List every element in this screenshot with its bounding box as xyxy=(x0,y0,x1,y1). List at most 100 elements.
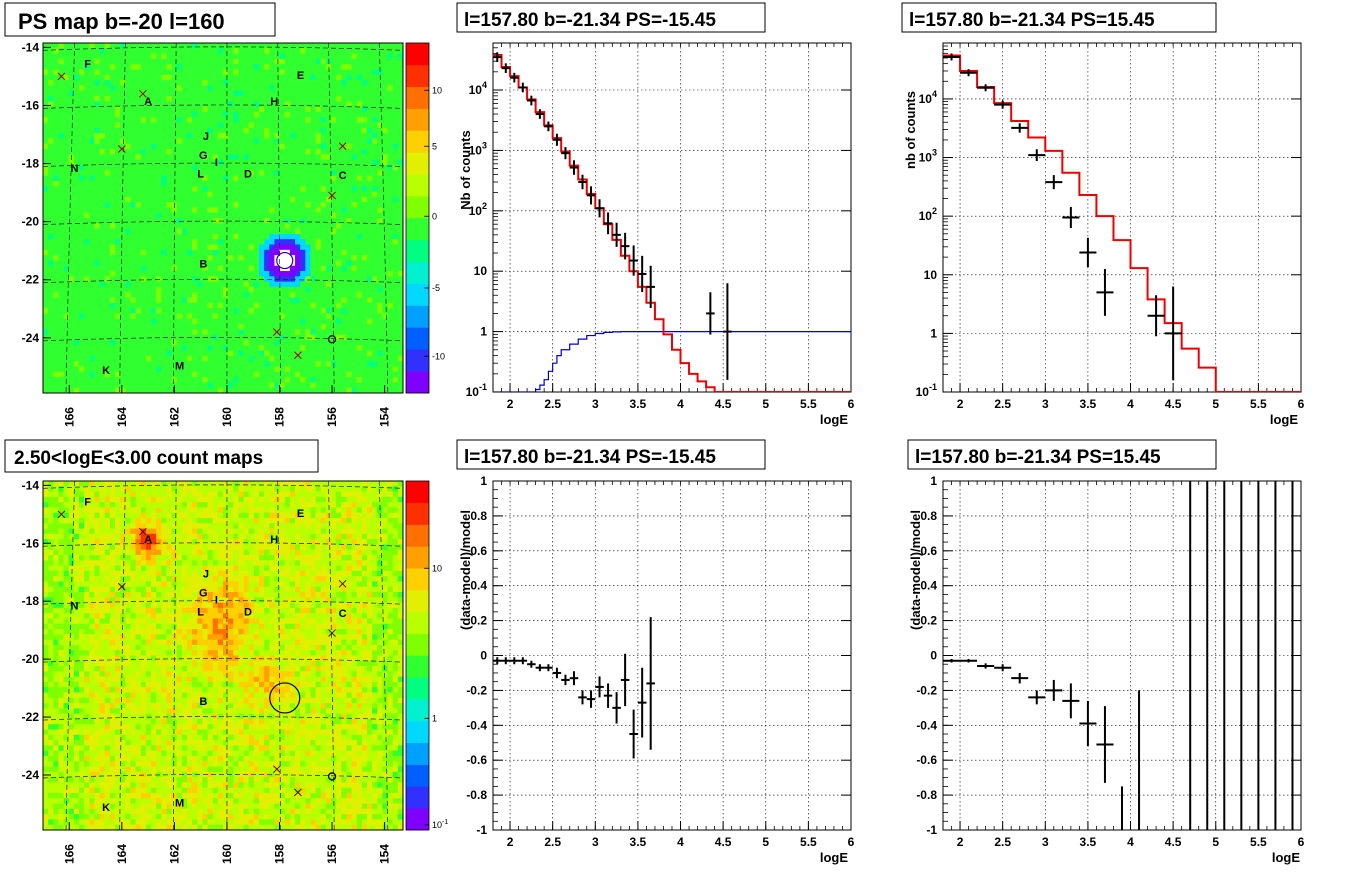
map-cell xyxy=(197,149,203,155)
map-cell xyxy=(315,159,322,166)
map-cell xyxy=(397,361,404,367)
map-cell xyxy=(336,186,342,192)
map-cell xyxy=(243,175,250,182)
map-cell xyxy=(310,361,316,367)
map-cell xyxy=(84,127,90,134)
map-cell xyxy=(228,345,234,351)
map-cell xyxy=(89,255,95,261)
map-cell xyxy=(248,133,255,139)
map-cell xyxy=(145,85,152,92)
map-cell xyxy=(58,260,64,267)
map-cell xyxy=(94,149,100,155)
map-cell xyxy=(53,292,59,298)
map-cell xyxy=(212,127,219,134)
map-cell xyxy=(264,345,270,351)
map-cell xyxy=(84,366,90,373)
map-cell xyxy=(367,186,373,192)
map-cell xyxy=(233,186,239,192)
map-cell xyxy=(99,276,106,283)
map-cell xyxy=(68,85,75,92)
colorbar-band xyxy=(406,239,429,263)
map-cell xyxy=(243,138,250,145)
map-cell xyxy=(212,308,219,314)
map-cell xyxy=(223,122,229,129)
map-cell xyxy=(259,154,265,161)
map-cell xyxy=(295,127,301,134)
map-cell xyxy=(79,170,85,176)
map-cell xyxy=(125,249,131,256)
map-cell xyxy=(181,122,188,129)
map-cell xyxy=(387,345,394,351)
map-cell xyxy=(238,53,244,60)
map-cell xyxy=(233,244,239,251)
map-cell xyxy=(63,350,70,357)
map-cell xyxy=(73,101,80,108)
map-cell xyxy=(84,101,90,108)
map-cell xyxy=(84,265,90,272)
map-cell xyxy=(336,366,342,373)
map-cell xyxy=(361,143,368,150)
map-cell xyxy=(382,74,388,81)
map-cell xyxy=(300,260,306,267)
map-cell xyxy=(325,223,332,230)
map-cell xyxy=(48,249,54,256)
map-cell xyxy=(104,228,111,235)
map-cell xyxy=(238,382,244,389)
map-cell xyxy=(217,202,224,208)
map-cell xyxy=(48,223,54,230)
map-cell xyxy=(125,271,131,277)
map-cell xyxy=(356,260,363,267)
map-cell xyxy=(248,191,255,198)
map-cell xyxy=(320,202,327,208)
map-cell xyxy=(253,164,260,171)
map-cell xyxy=(109,382,116,389)
map-cell xyxy=(217,308,224,314)
map-cell xyxy=(392,207,399,214)
map-cell xyxy=(387,96,394,102)
map-cell xyxy=(351,223,358,230)
map-cell xyxy=(336,223,342,230)
map-cell xyxy=(310,48,316,55)
map-cell xyxy=(176,180,183,187)
map-cell xyxy=(192,80,198,86)
map-cell xyxy=(377,212,383,219)
map-cell xyxy=(73,196,80,203)
map-cell xyxy=(341,127,347,134)
map-cell xyxy=(115,350,121,357)
map-cell xyxy=(135,90,142,97)
map-cell xyxy=(377,265,383,272)
map-cell xyxy=(341,260,347,267)
map-cell xyxy=(233,223,239,230)
map-cell xyxy=(274,212,280,219)
map-cell xyxy=(346,292,352,298)
map-cell xyxy=(207,64,214,70)
map-cell xyxy=(202,101,208,108)
map-cell xyxy=(248,244,255,251)
map-cell xyxy=(331,313,337,320)
map-cell xyxy=(140,138,147,145)
map-cell xyxy=(223,191,229,198)
map-cell xyxy=(171,143,178,150)
map-cell xyxy=(187,202,193,208)
map-cell xyxy=(279,154,286,161)
map-cell xyxy=(387,53,394,60)
map-cell xyxy=(115,69,121,76)
map-cell xyxy=(382,133,388,139)
map-cell xyxy=(140,329,147,336)
map-cell xyxy=(63,80,70,86)
map-cell xyxy=(48,117,54,123)
source-label: C xyxy=(339,170,347,182)
map-cell xyxy=(315,239,322,245)
map-cell xyxy=(89,281,95,288)
map-cell xyxy=(274,164,280,171)
map1-plot-parallel xyxy=(42,336,404,342)
map-cell xyxy=(331,111,337,118)
map-cell xyxy=(336,308,342,314)
map-cell xyxy=(382,85,388,92)
map-cell xyxy=(94,191,100,198)
map-cell xyxy=(300,69,306,76)
map-cell xyxy=(99,345,106,351)
map-cell xyxy=(274,111,280,118)
map-cell xyxy=(135,80,142,86)
map-cell xyxy=(197,175,203,182)
